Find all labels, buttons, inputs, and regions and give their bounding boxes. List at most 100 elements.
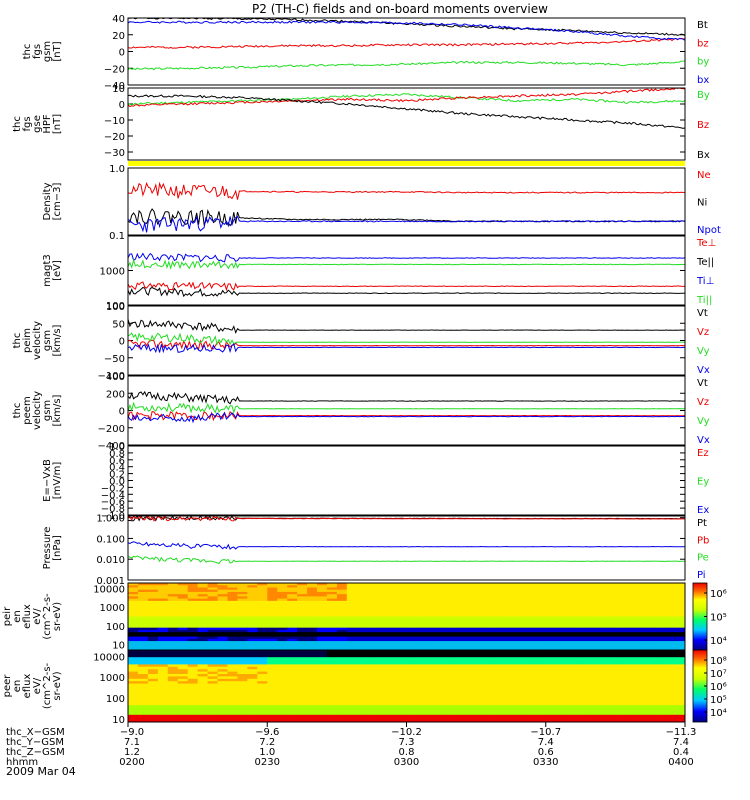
spectrogram-cell xyxy=(257,587,268,591)
spectrogram-cell xyxy=(436,659,447,663)
spectrogram-cell xyxy=(665,683,676,687)
spectrogram-cell xyxy=(197,690,209,694)
spectrogram-cell xyxy=(237,647,248,651)
spectrogram-cell xyxy=(496,683,507,687)
spectrogram-cell xyxy=(486,623,497,626)
y-tick-label: 100 xyxy=(106,301,125,312)
spectrogram-cell xyxy=(197,629,209,633)
spectrogram-cell xyxy=(515,603,527,606)
spectrogram-cell xyxy=(207,664,219,668)
y-tick-label: −20 xyxy=(104,132,125,143)
spectrogram-cell xyxy=(476,629,487,633)
spectrogram-cell xyxy=(515,719,527,723)
spectrogram-cell xyxy=(605,632,616,635)
spectrogram-cell xyxy=(595,634,606,638)
spectrogram-cell xyxy=(326,641,338,644)
spectrogram-cell xyxy=(247,605,258,609)
spectrogram-cell xyxy=(157,657,169,661)
legend-label: by xyxy=(697,57,709,68)
spectrogram-cell xyxy=(446,612,457,615)
spectrogram-cell xyxy=(466,616,477,620)
spectrogram-cell xyxy=(525,638,537,642)
spectrogram-cell xyxy=(535,705,547,709)
spectrogram-cell xyxy=(496,669,507,673)
spectrogram-cell xyxy=(207,719,219,723)
spectrogram-cell xyxy=(217,698,228,701)
series-line-By xyxy=(127,93,686,106)
spectrogram-cell xyxy=(476,605,487,609)
spectrogram-cell xyxy=(535,634,547,638)
spectrogram-cell xyxy=(346,671,358,675)
spectrogram-cell xyxy=(187,662,199,665)
spectrogram-cell xyxy=(257,585,268,588)
spectrogram-cell xyxy=(227,600,238,604)
spectrogram-cell xyxy=(665,719,676,723)
spectrogram-cell xyxy=(486,683,497,687)
spectrogram-cell xyxy=(376,600,388,604)
spectrogram-cell xyxy=(128,609,139,613)
spectrogram-cell xyxy=(615,674,626,677)
spectrogram-cell xyxy=(575,623,587,626)
spectrogram-cell xyxy=(635,587,646,591)
spectrogram-cell xyxy=(267,587,278,591)
spectrogram-cell xyxy=(207,594,219,597)
spectrogram-cell xyxy=(177,607,189,611)
spectrogram-cell xyxy=(416,666,427,670)
spectrogram-cell xyxy=(247,669,258,673)
spectrogram-cell xyxy=(496,625,507,629)
spectrogram-cell xyxy=(505,707,517,711)
spectrogram-cell xyxy=(595,690,606,694)
spectrogram-cell xyxy=(545,596,557,600)
spectrogram-cell xyxy=(575,662,587,665)
spectrogram-cell xyxy=(476,596,487,600)
spectrogram-cell xyxy=(675,585,686,588)
spectrogram-cell xyxy=(396,643,407,647)
spectrogram-cell xyxy=(267,589,278,593)
spectrogram-cell xyxy=(227,605,238,609)
spectrogram-cell xyxy=(128,632,139,635)
spectrogram-cell xyxy=(247,693,258,697)
spectrogram-cell xyxy=(645,583,656,586)
spectrogram-cell xyxy=(366,657,378,661)
spectrogram-cell xyxy=(197,681,209,685)
spectrogram-cell xyxy=(635,636,646,640)
spectrogram-cell xyxy=(436,669,447,673)
spectrogram-cell xyxy=(197,712,209,716)
spectrogram-cell xyxy=(177,650,189,653)
spectrogram-cell xyxy=(406,585,417,588)
spectrogram-cell xyxy=(147,654,159,658)
spectrogram-cell xyxy=(177,589,189,593)
spectrogram-cell xyxy=(575,654,587,658)
spectrogram-cell xyxy=(247,583,258,586)
spectrogram-cell xyxy=(137,702,149,706)
spectrogram-cell xyxy=(326,594,338,597)
spectrogram-cell xyxy=(575,647,587,651)
spectrogram-cell xyxy=(386,632,398,635)
spectrogram-cell xyxy=(515,596,527,600)
spectrogram-cell xyxy=(515,652,527,656)
spectrogram-cell xyxy=(486,618,497,622)
spectrogram-cell xyxy=(505,643,517,647)
spectrogram-cell xyxy=(157,674,169,677)
spectrogram-cell xyxy=(496,598,507,602)
spectrogram-cell xyxy=(137,643,149,647)
spectrogram-cell xyxy=(137,645,149,649)
spectrogram-cell xyxy=(197,683,209,687)
spectrogram-cell xyxy=(187,625,199,629)
spectrogram-cell xyxy=(336,702,348,706)
spectrogram-cell xyxy=(496,605,507,609)
spectrogram-cell xyxy=(207,614,219,617)
spectrogram-cell xyxy=(287,686,298,689)
spectrogram-cell xyxy=(366,596,378,600)
series-line-Te|| xyxy=(127,286,686,298)
spectrogram-cell xyxy=(376,678,388,682)
spectrogram-cell xyxy=(336,654,348,658)
spectrogram-cell xyxy=(396,652,407,656)
spectrogram-cell xyxy=(217,623,228,626)
spectrogram-cell xyxy=(476,647,487,651)
spectrogram-cell xyxy=(197,688,209,692)
spectrogram-cell xyxy=(645,589,656,593)
spectrogram-cell xyxy=(665,589,676,593)
spectrogram-cell xyxy=(316,686,328,689)
spectrogram-cell xyxy=(655,620,666,624)
